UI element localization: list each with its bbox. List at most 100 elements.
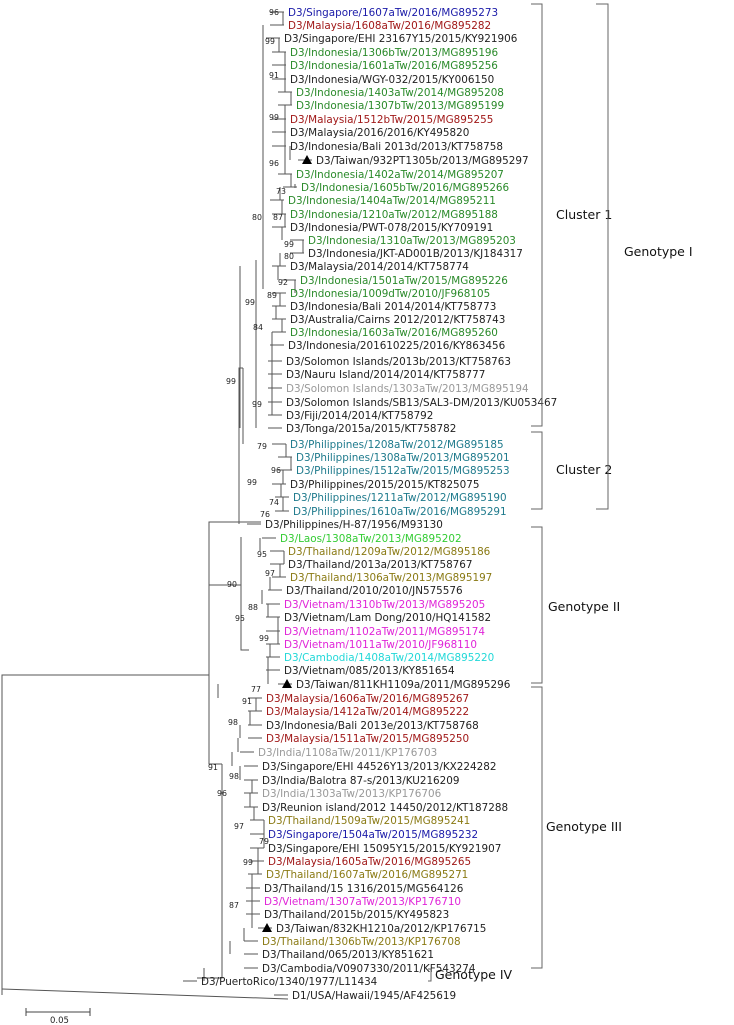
leaf-label: D1/USA/Hawaii/1945/AF425619 xyxy=(292,990,456,1002)
leaf-label: D3/Indonesia/JKT-AD001B/2013/KJ184317 xyxy=(308,248,523,260)
leaf-label: D3/Indonesia/PWT-078/2015/KY709191 xyxy=(290,222,493,234)
bootstrap-value: 98 xyxy=(229,772,239,781)
leaf-label: D3/Thailand/065/2013/KY851621 xyxy=(262,949,434,961)
leaf-label: D3/Malaysia/1511aTw/2015/MG895250 xyxy=(266,733,469,745)
taiwan-strain-triangle-icon xyxy=(262,923,272,932)
genotype-3-label: Genotype III xyxy=(546,819,622,834)
leaf-label: D3/Nauru Island/2014/2014/KT758777 xyxy=(286,369,485,381)
bootstrap-value: 99 xyxy=(265,37,275,46)
leaf-label: D3/Indonesia/Bali 2014/2014/KT758773 xyxy=(290,301,496,313)
leaf-label: D3/Indonesia/1009dTw/2010/JF968105 xyxy=(290,288,490,300)
bootstrap-value: 99 xyxy=(226,377,236,386)
leaf-label: D3/Singapore/1607aTw/2016/MG895273 xyxy=(288,7,498,19)
bootstrap-value: 87 xyxy=(273,213,283,222)
bootstrap-value: 97 xyxy=(265,569,275,578)
bootstrap-value: 79 xyxy=(257,442,267,451)
leaf-label: D3/Vietnam/Lam Dong/2010/HQ141582 xyxy=(284,612,491,624)
leaf-label: D3/PuertoRico/1340/1977/L11434 xyxy=(201,976,378,988)
leaf-label: D3/Malaysia/1608aTw/2016/MG895282 xyxy=(288,20,491,32)
leaf-label: D3/Indonesia/1402aTw/2014/MG895207 xyxy=(296,169,504,181)
leaf-label: D3/Malaysia/1606aTw/2016/MG895267 xyxy=(266,693,469,705)
leaf-label: D3/Thailand/2015b/2015/KY495823 xyxy=(264,909,449,921)
leaf-label: D3/Malaysia/2014/2014/KT758774 xyxy=(290,261,469,273)
leaf-label: D3/Taiwan/811KH1109a/2011/MG895296 xyxy=(296,679,510,691)
taiwan-strain-triangle-icon xyxy=(302,155,312,164)
bootstrap-value: 87 xyxy=(229,901,239,910)
bootstrap-value: 92 xyxy=(278,278,288,287)
bootstrap-value: 99 xyxy=(269,113,279,122)
scale-bar: 0.05 xyxy=(25,1008,91,1025)
leaf-label: D3/Philippines/H-87/1956/M93130 xyxy=(265,519,443,531)
leaf-label: D3/Singapore/EHI 44526Y13/2013/KX224282 xyxy=(262,761,496,773)
cluster-2-label: Cluster 2 xyxy=(556,462,612,477)
backbone-branch xyxy=(208,675,222,765)
bootstrap-value: 99 xyxy=(243,858,253,867)
leaf-label: D3/Indonesia/1306bTw/2013/MG895196 xyxy=(290,47,498,59)
leaf-label: D3/Indonesia/1310aTw/2013/MG895203 xyxy=(308,235,516,247)
bootstrap-value: 90 xyxy=(227,580,237,589)
bootstrap-value: 73 xyxy=(276,187,286,196)
backbone-branch xyxy=(209,537,242,586)
leaf-label: D3/Thailand/1306bTw/2013/KP176708 xyxy=(262,936,461,948)
leaf-label: D3/Solomon Islands/1303aTw/2013/MG895194 xyxy=(286,383,529,395)
leaf-label: D3/Singapore/EHI 23167Y15/2015/KY921906 xyxy=(284,33,517,45)
leaf-label: D3/Indonesia/1603aTw/2016/MG895260 xyxy=(290,327,498,339)
cluster-2-bracket: Cluster 2 xyxy=(531,431,612,510)
bootstrap-value: 74 xyxy=(269,498,279,507)
genotype-3-bracket: Genotype III xyxy=(531,686,622,969)
bootstrap-value: 97 xyxy=(234,822,244,831)
backbone-branch xyxy=(238,367,243,522)
bootstrap-value: 96 xyxy=(217,789,227,798)
leaf-label: D3/Philippines/1208aTw/2012/MG895185 xyxy=(290,439,504,451)
leaf-label: D3/Indonesia/Bali 2013d/2013/KT758758 xyxy=(290,141,503,153)
bootstrap-value: 84 xyxy=(253,323,263,332)
bootstrap-value: 99 xyxy=(245,298,255,307)
cluster-1-bracket: Cluster 1 xyxy=(531,3,612,427)
leaf-label: D3/Vietnam/1307aTw/2013/KP176710 xyxy=(264,896,461,908)
leaf-label: D3/Vietnam/085/2013/KY851654 xyxy=(284,665,455,677)
leaf-label: D3/Australia/Cairns 2012/2012/KT758743 xyxy=(290,314,505,326)
leaf-label: D3/Indonesia/Bali 2013e/2013/KT758768 xyxy=(266,720,479,732)
leaf-label: D3/Philippines/1211aTw/2012/MG895190 xyxy=(293,492,507,504)
leaf-label: D3/Thailand/2013a/2013/KT758767 xyxy=(288,559,473,571)
bootstrap-value: 96 xyxy=(269,8,279,17)
leaf-label: D3/Malaysia/2016/2016/KY495820 xyxy=(290,127,469,139)
genotype-2-label: Genotype II xyxy=(548,599,620,614)
leaf-label: D3/Singapore/EHI 15095Y15/2015/KY921907 xyxy=(268,843,501,855)
leaf-label: D3/Thailand/1509aTw/2015/MG895241 xyxy=(268,815,470,827)
taiwan-strain-triangle-icon xyxy=(282,679,292,688)
backbone-branch xyxy=(1,674,209,989)
leaf-label: D3/Cambodia/V0907330/2011/KF543274 xyxy=(262,963,476,975)
leaf-label: D3/Taiwan/832KH1210a/2012/KP176715 xyxy=(276,923,486,935)
leaf-label: D3/Thailand/1306aTw/2013/MG895197 xyxy=(290,572,492,584)
leaf-label: D3/Philippines/1308aTw/2013/MG895201 xyxy=(296,452,510,464)
leaf-label: D3/Indonesia/WGY-032/2015/KY006150 xyxy=(290,74,494,86)
cluster-1-label: Cluster 1 xyxy=(556,207,612,222)
leaf-labels: D3/Singapore/1607aTw/2016/MG895273D3/Mal… xyxy=(201,7,557,1002)
leaf-label: D3/Indonesia/1403aTw/2014/MG895208 xyxy=(296,87,504,99)
bootstrap-value: 88 xyxy=(248,603,258,612)
leaf-label: D3/Thailand/2010/2010/JN575576 xyxy=(286,585,463,597)
bootstrap-value: 99 xyxy=(259,634,269,643)
leaf-label: D3/Tonga/2015a/2015/KT758782 xyxy=(286,423,456,435)
leaf-label: D3/Philippines/1512aTw/2015/MG895253 xyxy=(296,465,510,477)
genotype-2-bracket: Genotype II xyxy=(531,526,620,684)
leaf-label: D3/Malaysia/1605aTw/2016/MG895265 xyxy=(268,856,471,868)
leaf-label: D3/Singapore/1504aTw/2015/MG895232 xyxy=(268,829,478,841)
genotype-1-bracket: Genotype I xyxy=(596,3,693,510)
genotype-4-bracket: Genotype IV xyxy=(428,967,513,982)
bootstrap-value: 77 xyxy=(251,685,261,694)
leaf-label: D3/Indonesia/1404aTw/2014/MG895211 xyxy=(288,195,496,207)
bootstrap-value: 96 xyxy=(271,466,281,475)
bootstrap-value: 99 xyxy=(247,478,257,487)
leaf-label: D3/Indonesia/1210aTw/2012/MG895188 xyxy=(290,209,498,221)
bootstrap-value: 99 xyxy=(284,240,294,249)
leaf-label: D3/Laos/1308aTw/2013/MG895202 xyxy=(280,533,462,545)
leaf-label: D3/Philippines/2015/2015/KT825075 xyxy=(290,479,480,491)
bootstrap-value: 96 xyxy=(269,159,279,168)
leaf-label: D3/Taiwan/932PT1305b/2013/MG895297 xyxy=(316,155,529,167)
tree-branches xyxy=(1,11,312,1000)
genotype-4-label: Genotype IV xyxy=(435,967,513,982)
